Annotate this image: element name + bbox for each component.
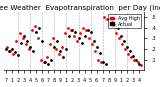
Title: Milwaukee Weather  Evapotranspiration  per Day (Inches): Milwaukee Weather Evapotranspiration per… xyxy=(0,4,160,11)
Legend: Avg High, Actual: Avg High, Actual xyxy=(108,14,141,28)
